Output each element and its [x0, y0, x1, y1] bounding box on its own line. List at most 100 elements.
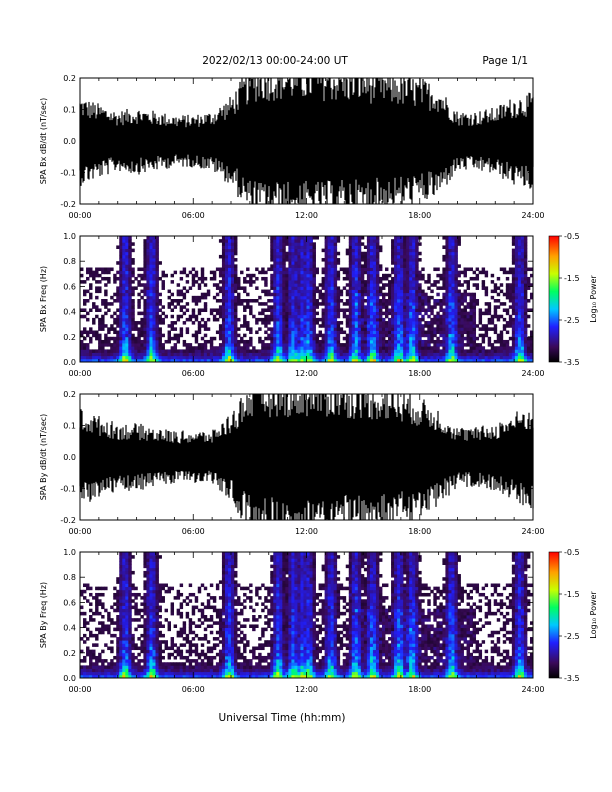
spectrogram-cell [406, 336, 410, 341]
spectrogram-cell [200, 355, 205, 360]
spectrogram-cell [300, 280, 304, 284]
spectrogram-cell [152, 317, 156, 322]
spectrogram-cell [215, 355, 220, 360]
spectrogram-cell [330, 292, 335, 297]
spectrogram-cell [261, 302, 265, 306]
spectrogram-cell [409, 336, 413, 341]
spectrogram-cell [267, 346, 271, 350]
spectrogram-cell [155, 327, 159, 331]
spectrogram-cell [131, 355, 135, 360]
spectrogram-cell [291, 295, 295, 300]
spectrogram-cell [369, 267, 374, 272]
spectrogram-cell [161, 349, 165, 353]
spectrogram-cell [221, 355, 226, 360]
spectrogram-cell [122, 242, 126, 246]
spectrogram-cell [231, 242, 235, 246]
spectrogram-cell [427, 352, 431, 357]
spectrogram-cell [146, 292, 150, 297]
spectrogram-cell [354, 317, 359, 322]
spectrogram-cell [394, 276, 398, 281]
spectrogram-cell [523, 321, 528, 325]
spectrogram-cell [224, 299, 229, 303]
spectrogram-cell [279, 276, 283, 281]
spectrogram-cell [427, 314, 431, 319]
spectrogram-cell [149, 273, 153, 278]
spectrogram-cell [122, 239, 126, 243]
spectrogram-cell [140, 317, 144, 322]
spectrogram-cell [436, 292, 440, 297]
spectrogram-cell [511, 308, 516, 312]
spectrogram-cell [400, 292, 404, 297]
spectrogram-cell [89, 355, 93, 360]
spectrogram-cell [339, 352, 344, 357]
spectrogram-cell [119, 333, 123, 338]
spectrogram-cell [294, 317, 298, 322]
spectrogram-cell [273, 254, 277, 259]
spectrogram-cell [354, 242, 359, 246]
spectrogram-cell [170, 321, 175, 325]
spectrogram-cell [481, 355, 486, 360]
colorbar-tick-label: -2.5 [564, 316, 580, 325]
spectrogram-cell [152, 295, 156, 300]
spectrogram-cell [218, 324, 223, 328]
spectrogram-cell [309, 324, 313, 328]
spectrogram-cell [282, 292, 286, 297]
spectrogram-cell [288, 286, 292, 290]
spectrogram-cell [348, 264, 353, 268]
spectrogram-cell [499, 346, 504, 350]
spectrogram-cell [231, 295, 235, 300]
spectrogram-cell [128, 339, 132, 344]
spectrogram-cell [348, 286, 353, 290]
waveform-trace [79, 78, 534, 204]
spectrogram-cell [403, 305, 407, 309]
spectrogram-cell [143, 343, 147, 347]
spectrogram-cell [523, 258, 528, 262]
spectrogram-cell [348, 299, 353, 303]
spectrogram-cell [297, 330, 301, 335]
spectrogram-cell [255, 317, 259, 322]
y-tick-label: 0.2 [63, 333, 76, 342]
spectrogram-cell [421, 276, 425, 281]
spectrogram-cell [424, 308, 428, 312]
spectrogram-cell [231, 245, 235, 249]
spectrogram-cell [372, 261, 377, 265]
spectrogram-cell [158, 261, 162, 265]
spectrogram-cell [394, 273, 398, 278]
spectrogram-cell [294, 308, 298, 312]
spectrogram-cell [285, 346, 289, 350]
spectrogram-cell [409, 358, 413, 363]
spectrogram-cell [227, 358, 232, 363]
spectrogram-cell [300, 324, 304, 328]
spectrogram-cell [439, 339, 443, 344]
spectrogram-cell [321, 276, 326, 281]
spectrogram-cell [224, 339, 229, 344]
spectrogram-cell [433, 267, 437, 272]
spectrogram-cell [179, 270, 184, 275]
spectrogram-cell [200, 276, 205, 281]
spectrogram-cell [442, 254, 446, 259]
spectrogram-cell [451, 283, 455, 287]
spectrogram-cell [400, 311, 404, 316]
spectrogram-cell [98, 324, 102, 328]
spectrogram-cell [475, 346, 480, 350]
spectrogram-cell [188, 286, 193, 290]
spectrogram-cell [439, 308, 443, 312]
spectrogram-cell [297, 321, 301, 325]
spectrogram-cell [493, 311, 498, 316]
spectrogram-cell [433, 327, 437, 331]
spectrogram-cell [436, 324, 440, 328]
spectrogram-cell [357, 258, 362, 262]
spectrogram-cell [375, 339, 380, 344]
spectrogram-cell [457, 346, 461, 350]
spectrogram-cell [351, 321, 356, 325]
spectrogram-cell [406, 276, 410, 281]
spectrogram-cell [83, 289, 87, 294]
spectrogram-cell [454, 305, 458, 309]
spectrogram-cell [454, 258, 458, 262]
spectrogram-cell [351, 311, 356, 316]
spectrogram-cell [234, 305, 238, 309]
spectrogram-cell [252, 358, 256, 363]
spectrogram-cell [394, 327, 398, 331]
spectrogram-cell [357, 336, 362, 341]
spectrogram-cell [288, 305, 292, 309]
